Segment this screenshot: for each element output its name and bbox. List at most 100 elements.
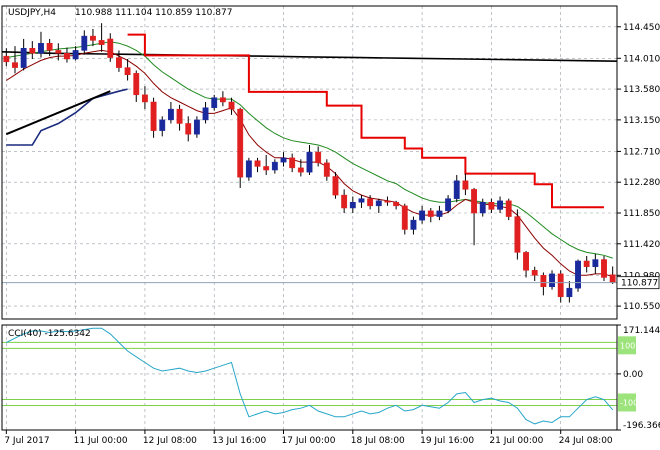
ohlc-label: 110.988 111.104 110.859 110.877 (75, 8, 232, 18)
cci-y-tick-label: 0.00 (623, 370, 643, 380)
cci-level-box (618, 393, 636, 412)
x-tick-label: 7 Jul 2017 (4, 436, 49, 446)
bear-candle-body (505, 200, 512, 217)
cci-line (6, 327, 614, 425)
long-moving-average-line (1, 51, 618, 62)
bull-candle-body (453, 180, 460, 199)
bull-candle-body (479, 202, 486, 214)
y-tick-label: 113.580 (623, 85, 660, 95)
cci-panel: 171.1445 0.00 -196.3665 100 -100 CCI(40) -12… (1, 324, 660, 431)
x-tick-label: 11 Jul 00:00 (74, 436, 128, 446)
bear-candle-body (124, 67, 131, 76)
bear-candle-body (55, 50, 62, 54)
trend-line (5, 90, 111, 136)
y-tick-label: 111.420 (623, 240, 660, 250)
current-price-label: 110.877 (621, 279, 658, 289)
bear-candle-body (609, 274, 616, 283)
bear-candle-body (98, 40, 105, 45)
bear-candle-body (488, 202, 495, 210)
bear-candle-body (237, 108, 244, 178)
bull-candle-body (566, 287, 573, 298)
x-tick-label: 21 Jul 00:00 (489, 436, 543, 446)
bear-candle-body (393, 202, 400, 207)
bull-candle-body (202, 107, 209, 121)
bear-candle-body (514, 216, 521, 253)
bull-candle-body (271, 161, 278, 171)
bear-candle-body (3, 55, 10, 63)
bull-candle-body (306, 151, 313, 173)
y-tick-label: 112.710 (623, 147, 660, 157)
bear-candle-body (185, 123, 192, 135)
bull-candle-body (592, 259, 599, 267)
bull-candle-body (193, 119, 200, 135)
main-price-panel: 114.450 114.010 113.580 113.150 112.710 112.2… (1, 5, 660, 320)
x-tick-label: 17 Jul 00:00 (282, 436, 336, 446)
bear-candle-body (384, 200, 391, 203)
bull-candle-body (575, 260, 581, 289)
cci-label: CCI(40) -125.6342 (8, 329, 91, 339)
bear-candle-body (367, 198, 374, 207)
y-tick-label: 114.450 (623, 23, 660, 33)
y-tick-label: 112.280 (623, 178, 660, 188)
cci-y-tick-label: -196.3665 (623, 421, 660, 431)
symbol-label: USDJPY,H4 (8, 8, 56, 18)
bear-candle-body (219, 97, 226, 103)
y-tick-label: 111.850 (623, 209, 660, 219)
cci-level-box (618, 336, 636, 355)
bear-candle-body (557, 273, 564, 298)
y-tick-label: 113.150 (623, 116, 660, 126)
bull-candle-body (349, 202, 356, 209)
bear-candle-body (427, 210, 434, 217)
bull-candle-body (497, 200, 503, 210)
cci-y-axis: 171.1445 0.00 -196.3665 100 -100 (617, 324, 660, 431)
bear-candle-body (46, 42, 53, 51)
bull-candle-body (211, 97, 218, 108)
bull-candle-body (358, 198, 365, 203)
bear-candle-body (90, 35, 96, 41)
bear-candle-body (531, 270, 538, 276)
cci-level-label: -100 (620, 398, 638, 407)
bull-candle-body (436, 210, 443, 217)
bull-candle-body (280, 157, 287, 163)
bear-candle-body (523, 252, 529, 271)
cci-frame (1, 324, 618, 431)
cci-y-tick-label: 171.1445 (623, 326, 660, 336)
bear-candle-body (583, 260, 590, 267)
bull-candle-body (159, 119, 166, 131)
bear-candle-body (401, 205, 408, 230)
y-tick-label: 114.010 (623, 54, 660, 64)
bear-candle-body (29, 48, 36, 54)
x-tick-label: 19 Jul 16:00 (420, 436, 474, 446)
bear-candle-body (12, 62, 18, 68)
bull-candle-body (72, 50, 79, 60)
indicator-line (6, 88, 128, 146)
x-tick-label: 24 Jul 08:00 (559, 436, 613, 446)
bear-candle-body (289, 157, 296, 169)
current-price-box (616, 276, 660, 290)
x-tick-label: 12 Jul 08:00 (143, 436, 197, 446)
cci-level-label: 100 (620, 341, 635, 350)
bear-candle-body (263, 166, 270, 171)
bear-candle-body (323, 162, 330, 177)
cci-series (6, 327, 614, 425)
main-y-axis: 114.450 114.010 113.580 113.150 112.710 112.2… (617, 23, 660, 312)
bear-candle-body (141, 94, 148, 103)
bull-candle-body (445, 198, 452, 212)
bear-candle-body (150, 101, 157, 131)
bear-candle-body (107, 38, 114, 58)
bear-candle-body (176, 108, 183, 124)
bear-candle-body (601, 259, 607, 278)
bear-candle-body (64, 53, 70, 60)
x-tick-label: 18 Jul 08:00 (351, 436, 405, 446)
bear-candle-body (116, 57, 122, 68)
bear-candle-body (540, 275, 547, 288)
bull-candle-body (167, 108, 174, 121)
bull-candle-body (245, 160, 252, 178)
candles (3, 23, 616, 303)
bull-candle-body (38, 42, 44, 54)
bull-candle-body (549, 273, 555, 288)
trailing-stop-line (127, 33, 604, 209)
x-tick-label: 13 Jul 16:00 (212, 436, 266, 446)
bear-candle-body (297, 167, 304, 173)
